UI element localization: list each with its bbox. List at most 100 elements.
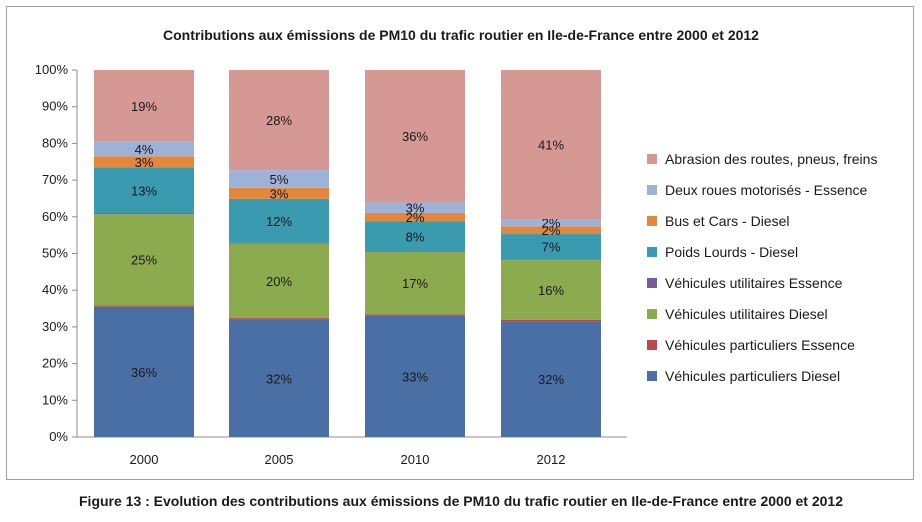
bar-segment: [365, 212, 465, 222]
bar-segment: [501, 226, 601, 235]
bar-segment: [501, 70, 601, 220]
legend-swatch: [647, 340, 657, 350]
bar-segment: [501, 259, 601, 261]
legend-label: Véhicules particuliers Diesel: [665, 368, 841, 384]
bar-segment: [229, 70, 329, 171]
legend-swatch: [647, 278, 657, 288]
legend-item: Véhicules utilitaires Essence: [647, 273, 915, 304]
bar-segment: [365, 251, 465, 253]
legend-item: Poids Lourds - Diesel: [647, 242, 915, 273]
data-label: 19%: [131, 99, 157, 114]
plot-area: 0% 10% 20% 30% 40% 50% 60% 70% 80% 90% 100% 36% 25% 1…: [35, 62, 627, 467]
legend-item: Véhicules particuliers Diesel: [647, 366, 915, 397]
data-label: 3%: [270, 186, 289, 201]
x-tick-label: 2005: [265, 452, 294, 467]
legend-item: Véhicules utilitaires Diesel: [647, 304, 915, 335]
legend-label: Véhicules utilitaires Diesel: [665, 306, 828, 322]
bar-segment: [501, 321, 601, 437]
data-label: 32%: [266, 371, 292, 386]
legend-label: Véhicules particuliers Essence: [665, 337, 855, 353]
x-tick-label: 2000: [130, 452, 159, 467]
data-label: 33%: [402, 369, 428, 384]
y-tick-label: 70%: [42, 172, 68, 187]
legend-item: Véhicules particuliers Essence: [647, 335, 915, 366]
data-label: 4%: [135, 142, 154, 157]
y-tick-label: 40%: [42, 282, 68, 297]
bar-segment: [501, 319, 601, 322]
bar-segment: [94, 156, 194, 168]
chart-title: Contributions aux émissions de PM10 du t…: [163, 27, 759, 43]
data-label: 2%: [542, 223, 561, 238]
data-label: 36%: [402, 129, 428, 144]
figure-caption: Figure 13 : Evolution des contributions …: [79, 493, 843, 509]
bar-segment: [501, 219, 601, 227]
bar-segment: [365, 315, 465, 437]
data-label: 41%: [538, 138, 564, 153]
legend-swatch: [647, 309, 657, 319]
bar-segment: [229, 187, 329, 199]
bar-segment: [501, 234, 601, 260]
data-label: 3%: [135, 155, 154, 170]
bar-segment: [94, 306, 194, 437]
legend-swatch: [647, 154, 657, 164]
bar-segment: [365, 221, 465, 252]
legend-item: Abrasion des routes, pneus, freins: [647, 149, 915, 180]
x-tick-label: 2010: [401, 452, 430, 467]
bar-segment: [229, 198, 329, 243]
y-tick-label: 50%: [42, 246, 68, 261]
bar-segment: [365, 70, 465, 203]
data-label: 8%: [406, 229, 425, 244]
y-tick-label: 80%: [42, 135, 68, 150]
data-label: 32%: [538, 372, 564, 387]
bar-segment: [365, 314, 465, 316]
bar-segment: [229, 243, 329, 319]
y-tick-label: 60%: [42, 209, 68, 224]
data-label: 28%: [266, 113, 292, 128]
bar-segment: [94, 70, 194, 142]
y-tick-label: 90%: [42, 99, 68, 114]
data-label: 5%: [270, 172, 289, 187]
x-tick-label: 2012: [537, 452, 566, 467]
bar-segment: [94, 305, 194, 307]
legend-label: Abrasion des routes, pneus, freins: [665, 151, 878, 167]
bar-segment: [229, 170, 329, 188]
data-label: 25%: [131, 253, 157, 268]
y-tick-label: 10%: [42, 392, 68, 407]
legend-label: Poids Lourds - Diesel: [665, 244, 799, 260]
legend-swatch: [647, 371, 657, 381]
data-label: 17%: [402, 276, 428, 291]
data-label: 3%: [406, 201, 425, 216]
bar-segment: [501, 260, 601, 320]
bar-segment: [229, 318, 329, 320]
data-label: 7%: [542, 240, 561, 255]
data-label: 20%: [266, 274, 292, 289]
bar-segment: [229, 242, 329, 244]
chart-frame: Contributions aux émissions de PM10 du t…: [6, 6, 914, 480]
y-tick-label: 20%: [42, 356, 68, 371]
legend: Abrasion des routes, pneus, freins Deux r…: [647, 149, 915, 397]
bar-segment: [94, 141, 194, 157]
legend-label: Deux roues motorisés - Essence: [665, 182, 868, 198]
legend-label: Bus et Cars - Diesel: [665, 213, 790, 229]
bar-segment: [229, 319, 329, 437]
legend-swatch: [647, 247, 657, 257]
data-label: 2%: [406, 210, 425, 225]
bar-segment: [94, 214, 194, 306]
legend-swatch: [647, 216, 657, 226]
bar-segment: [94, 213, 194, 215]
bar-segment: [365, 252, 465, 315]
y-tick-label: 30%: [42, 319, 68, 334]
bar-segment: [365, 202, 465, 213]
legend-item: Deux roues motorisés - Essence: [647, 180, 915, 211]
y-tick-label: 0%: [49, 429, 68, 444]
data-label: 36%: [131, 365, 157, 380]
data-label: 13%: [131, 183, 157, 198]
data-label: 16%: [538, 283, 564, 298]
y-tick-label: 100%: [35, 62, 69, 77]
bar-segment: [94, 167, 194, 214]
legend-item: Bus et Cars - Diesel: [647, 211, 915, 242]
legend-swatch: [647, 185, 657, 195]
data-label: 2%: [542, 216, 561, 231]
data-label: 12%: [266, 214, 292, 229]
legend-label: Véhicules utilitaires Essence: [665, 275, 843, 291]
